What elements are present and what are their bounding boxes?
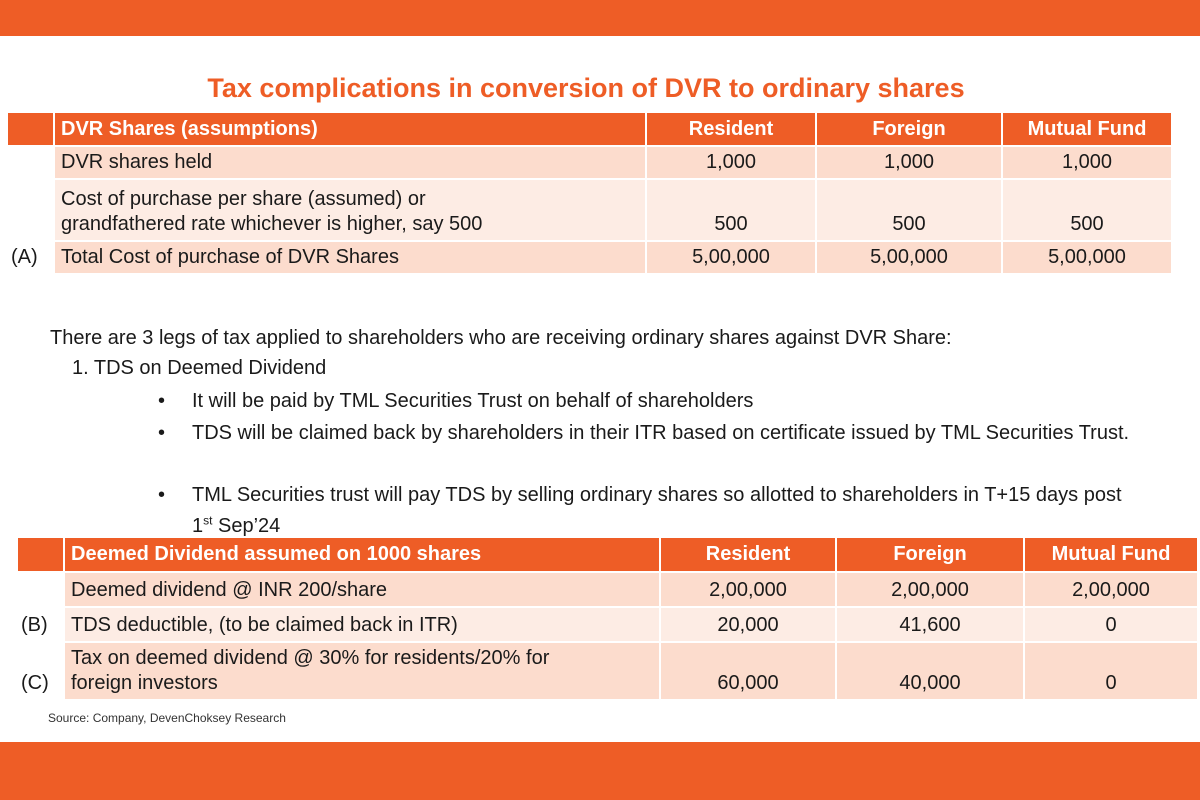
column-header-resident: Resident <box>646 113 817 147</box>
bullet-text: TDS will be claimed back by shareholders… <box>192 422 1130 444</box>
value-resident: 60,000 <box>660 642 837 701</box>
column-header-resident: Resident <box>660 538 837 573</box>
bullet-icon: • <box>158 422 166 444</box>
value-foreign: 2,00,000 <box>836 572 1025 608</box>
row-description: DVR shares held <box>54 146 647 180</box>
row-label: (B) <box>18 607 65 643</box>
row-label <box>8 113 55 147</box>
value-mutual-fund: 0 <box>1024 607 1199 643</box>
deemed-dividend-table: Deemed Dividend assumed on 1000 shares R… <box>18 538 1199 701</box>
value-resident: 500 <box>646 179 817 242</box>
value-mutual-fund: 5,00,000 <box>1002 241 1173 275</box>
bullet-text-main: TML Securities trust will pay TDS by sel… <box>192 484 1122 537</box>
page-title: Tax complications in conversion of DVR t… <box>207 73 965 103</box>
top-orange-band <box>0 0 1200 36</box>
value-foreign: 5,00,000 <box>816 241 1003 275</box>
value-mutual-fund: 0 <box>1024 642 1199 701</box>
column-header-foreign: Foreign <box>836 538 1025 573</box>
table-row: Deemed dividend @ INR 200/share 2,00,000… <box>18 572 1199 608</box>
value-resident: 5,00,000 <box>646 241 817 275</box>
column-header-mutual-fund: Mutual Fund <box>1024 538 1199 573</box>
value-mutual-fund: 2,00,000 <box>1024 572 1199 608</box>
row-label: (A) <box>8 241 55 275</box>
value-mutual-fund: 500 <box>1002 179 1173 242</box>
bullet-icon: • <box>158 390 166 412</box>
table-row: (B) TDS deductible, (to be claimed back … <box>18 607 1199 643</box>
bullet-icon: • <box>158 484 166 506</box>
value-resident: 2,00,000 <box>660 572 837 608</box>
value-mutual-fund: 1,000 <box>1002 146 1173 180</box>
bullet-text: TML Securities trust will pay TDS by sel… <box>192 480 1142 542</box>
bullet-text-end: Sep’24 <box>212 515 281 537</box>
table-row: (A) Total Cost of purchase of DVR Shares… <box>8 241 1173 275</box>
table-header-row: DVR Shares (assumptions) Resident Foreig… <box>8 113 1173 147</box>
row-description: Deemed dividend @ INR 200/share <box>64 572 661 608</box>
column-header-description: DVR Shares (assumptions) <box>54 113 647 147</box>
row-description: Total Cost of purchase of DVR Shares <box>54 241 647 275</box>
row-description: Tax on deemed dividend @ 30% for residen… <box>64 642 661 701</box>
column-header-foreign: Foreign <box>816 113 1003 147</box>
row-description-line: foreign investors <box>71 672 218 694</box>
row-description-line: Tax on deemed dividend @ 30% for residen… <box>71 647 550 669</box>
value-resident: 20,000 <box>660 607 837 643</box>
table-header-row: Deemed Dividend assumed on 1000 shares R… <box>18 538 1199 573</box>
column-header-mutual-fund: Mutual Fund <box>1002 113 1173 147</box>
row-label: (C) <box>18 642 65 701</box>
row-description: Cost of purchase per share (assumed) or g… <box>54 179 647 242</box>
value-resident: 1,000 <box>646 146 817 180</box>
value-foreign: 1,000 <box>816 146 1003 180</box>
list-item: 1. TDS on Deemed Dividend <box>72 357 327 379</box>
row-description-line: Cost of purchase per share (assumed) or <box>61 188 426 210</box>
value-foreign: 500 <box>816 179 1003 242</box>
row-label <box>8 146 55 180</box>
table-row: Cost of purchase per share (assumed) or g… <box>8 179 1173 242</box>
value-foreign: 40,000 <box>836 642 1025 701</box>
row-description: TDS deductible, (to be claimed back in I… <box>64 607 661 643</box>
value-foreign: 41,600 <box>836 607 1025 643</box>
table-row: (C) Tax on deemed dividend @ 30% for res… <box>18 642 1199 701</box>
row-label <box>18 572 65 608</box>
column-header-description: Deemed Dividend assumed on 1000 shares <box>64 538 661 573</box>
row-label <box>18 538 65 573</box>
intro-paragraph: There are 3 legs of tax applied to share… <box>50 327 952 349</box>
bullet-text: It will be paid by TML Securities Trust … <box>192 390 754 412</box>
row-label <box>8 179 55 242</box>
dvr-shares-table: DVR Shares (assumptions) Resident Foreig… <box>8 113 1173 275</box>
table-row: DVR shares held 1,000 1,000 1,000 <box>8 146 1173 180</box>
row-description-line: grandfathered rate whichever is higher, … <box>61 213 483 235</box>
bottom-orange-band <box>0 742 1200 800</box>
ordinal-suffix: st <box>203 513 213 528</box>
source-note: Source: Company, DevenChoksey Research <box>48 711 286 725</box>
